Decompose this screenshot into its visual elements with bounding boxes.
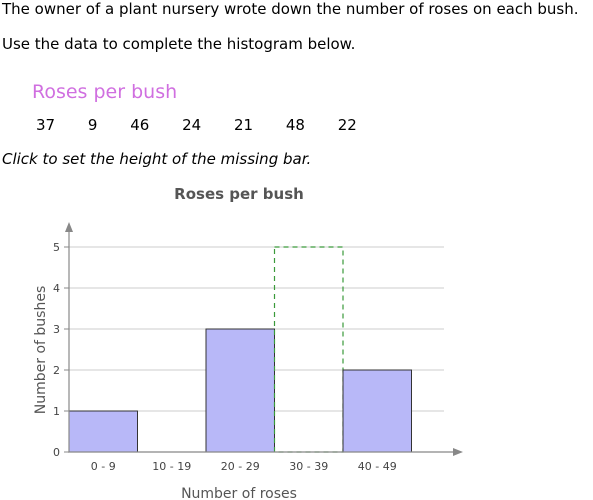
- y-tick-label: 0: [53, 446, 60, 459]
- x-axis-arrow-icon: [453, 448, 463, 456]
- x-tick-label: 10 - 19: [152, 460, 191, 473]
- y-tick-label: 5: [53, 241, 60, 254]
- x-tick-label: 20 - 29: [221, 460, 260, 473]
- y-tick-label: 4: [53, 282, 60, 295]
- histogram-bar: [69, 411, 138, 452]
- y-axis-arrow-icon: [65, 222, 73, 232]
- histogram-bar: [343, 370, 412, 452]
- missing-bar-placeholder[interactable]: [275, 247, 344, 452]
- histogram-bar: [206, 329, 275, 452]
- y-tick-label: 3: [53, 323, 60, 336]
- y-tick-label: 1: [53, 405, 60, 418]
- x-axis-label: Number of roses: [181, 486, 297, 500]
- x-tick-label: 0 - 9: [91, 460, 116, 473]
- y-tick-label: 2: [53, 364, 60, 377]
- y-axis-label: Number of bushes: [33, 286, 49, 414]
- x-tick-label: 30 - 39: [289, 460, 328, 473]
- chart-title: Roses per bush: [174, 185, 304, 203]
- x-tick-label: 40 - 49: [358, 460, 397, 473]
